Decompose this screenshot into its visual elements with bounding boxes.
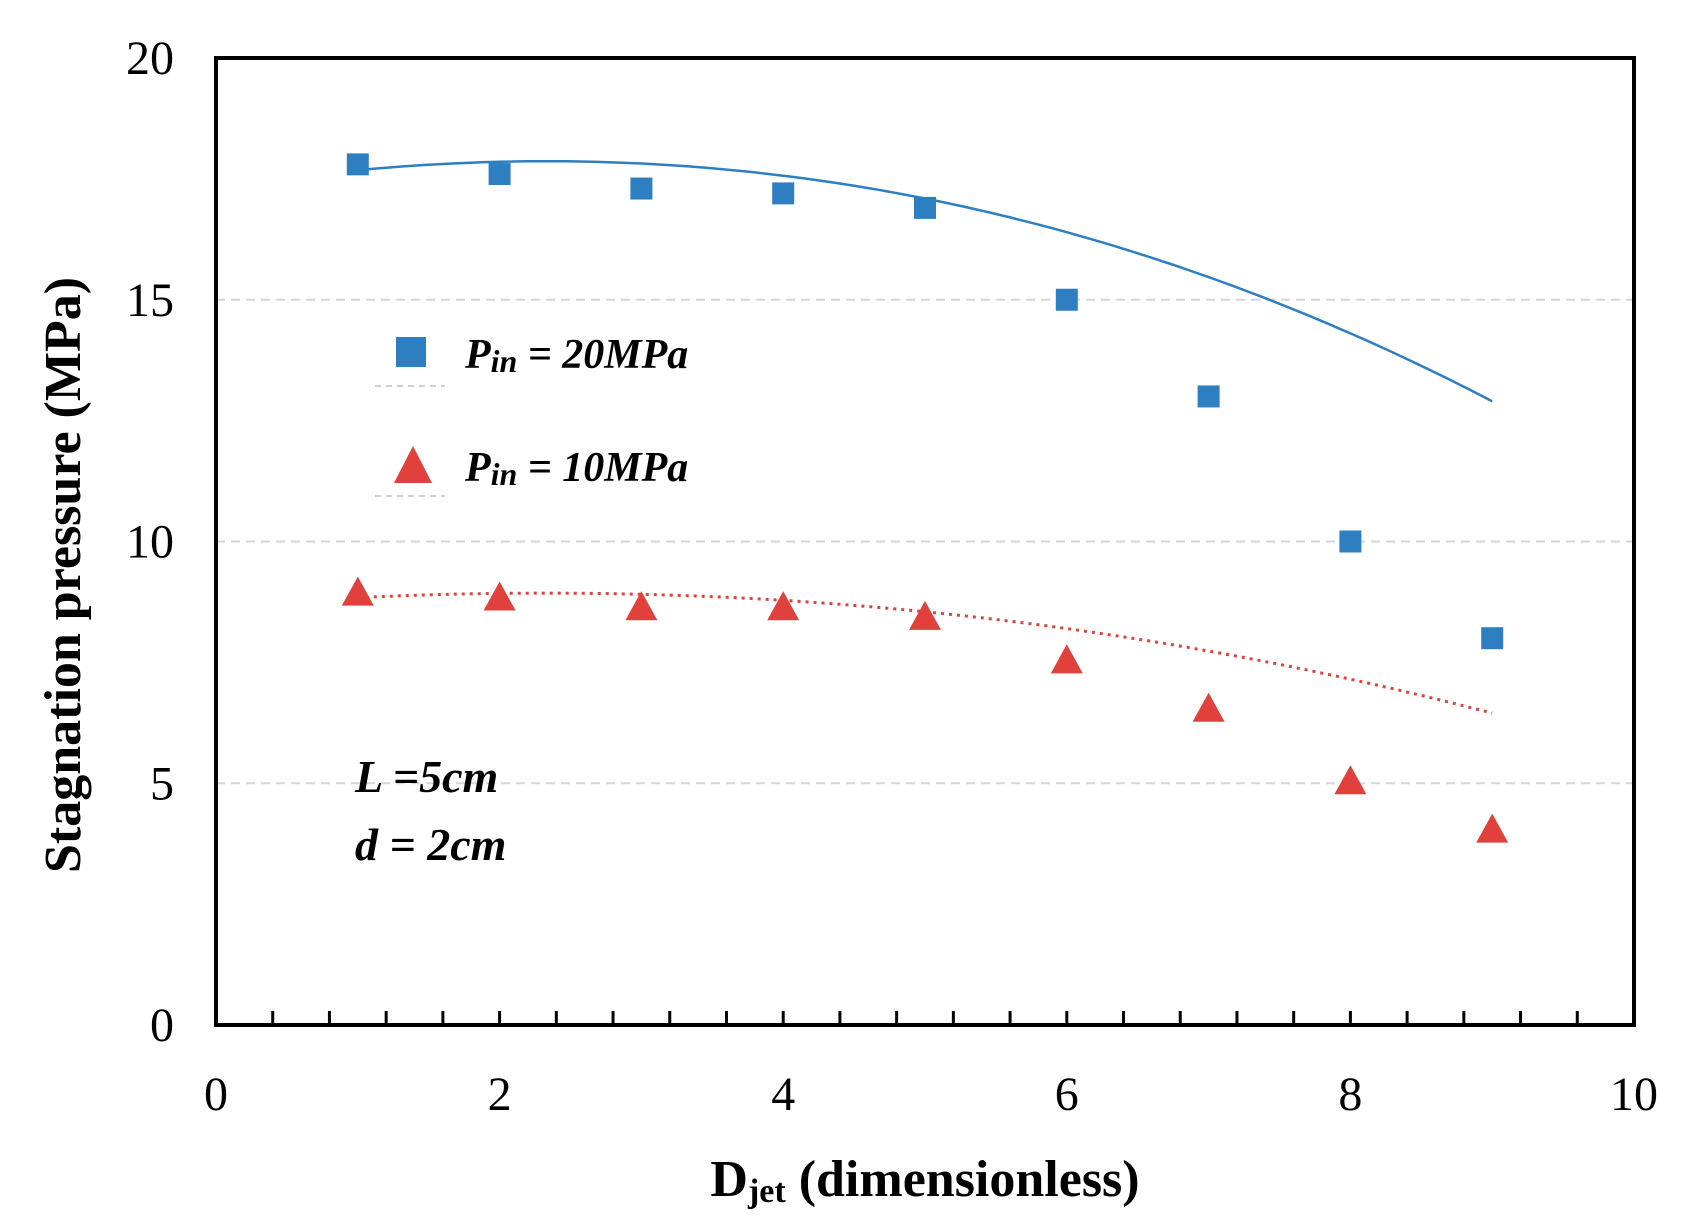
- legend-label-10mpa-rest: = 10MPa: [517, 445, 688, 491]
- annotation-length: L =5cm: [354, 751, 498, 802]
- data-point-triangle: [625, 591, 658, 621]
- data-point-square: [1197, 385, 1220, 408]
- y-tick-label: 5: [150, 757, 174, 810]
- data-point-triangle: [909, 600, 941, 630]
- data-point-triangle: [1334, 765, 1367, 795]
- data-point-triangle: [483, 581, 516, 611]
- x-tick-label: 8: [1338, 1068, 1362, 1121]
- axis-ticks: 0 5 10 15 20 0 2 4 6 8 10: [126, 32, 1658, 1121]
- legend-marker-10mpa: [394, 446, 432, 483]
- y-tick-label: 0: [150, 999, 174, 1052]
- data-point-triangle: [1192, 692, 1225, 722]
- data-point-triangle: [1050, 644, 1083, 674]
- data-point-square: [1055, 288, 1078, 311]
- x-tick-label: 4: [771, 1068, 795, 1121]
- data-point-square: [630, 177, 653, 200]
- legend-label-20mpa-sub: in: [491, 343, 518, 379]
- data-point-square: [772, 182, 795, 205]
- data-point-square: [914, 196, 936, 219]
- x-axis-title-rest: (dimensionless): [786, 1151, 1140, 1208]
- legend-label-20mpa-rest: = 20MPa: [517, 332, 688, 378]
- legend-marker-20mpa: [396, 337, 426, 367]
- plot-frame: [214, 56, 1636, 1027]
- data-point-triangle: [1476, 813, 1509, 843]
- x-axis-title-main: D: [710, 1151, 748, 1208]
- legend: Pin = 20MPa Pin = 10MPa: [375, 332, 688, 497]
- data-point-square: [1339, 530, 1362, 553]
- y-tick-label: 10: [126, 516, 174, 569]
- grid: [216, 298, 1634, 785]
- x-tick-label: 10: [1610, 1068, 1658, 1121]
- x-tick-label: 2: [488, 1068, 512, 1121]
- x-tick-label: 6: [1055, 1068, 1079, 1121]
- x-tick-label: 0: [204, 1068, 228, 1121]
- legend-label-10mpa: Pin = 10MPa: [464, 445, 688, 492]
- legend-label-20mpa: Pin = 20MPa: [464, 332, 688, 379]
- legend-label-10mpa-main: P: [464, 445, 491, 491]
- x-axis-title-sub: jet: [747, 1173, 786, 1210]
- y-tick-label: 15: [126, 274, 174, 327]
- data-markers: [341, 153, 1509, 843]
- annotation-diameter: d = 2cm: [355, 819, 506, 870]
- data-point-square: [346, 153, 369, 176]
- legend-label-20mpa-main: P: [464, 332, 491, 378]
- data-point-triangle: [767, 591, 800, 621]
- legend-label-10mpa-sub: in: [491, 456, 518, 492]
- data-point-square: [1481, 627, 1504, 650]
- data-point-square: [488, 163, 511, 186]
- y-tick-label: 20: [126, 32, 174, 85]
- x-axis-title: Djet (dimensionless): [710, 1151, 1139, 1210]
- data-point-triangle: [341, 576, 374, 606]
- y-axis-title: Stagnation pressure (MPa): [35, 277, 92, 873]
